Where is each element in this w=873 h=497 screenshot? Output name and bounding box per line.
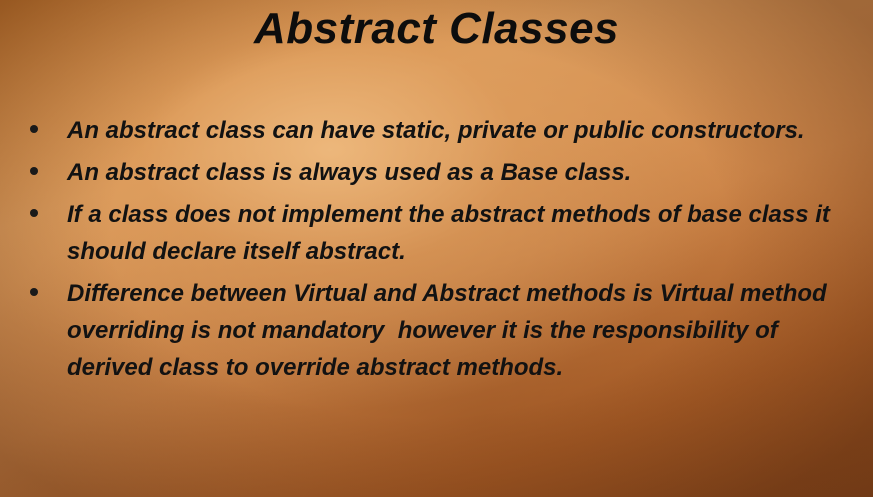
bullet-list: An abstract class can have static, priva… [30, 112, 830, 391]
bullet-text: An abstract class is always used as a Ba… [67, 159, 632, 186]
bullet-item: An abstract class is always used as a Ba… [30, 154, 830, 191]
bullet-item: If a class does not implement the abstra… [30, 196, 830, 270]
bullet-text: Difference between Virtual and Abstract … [67, 280, 834, 381]
bullet-dot-icon [30, 125, 38, 133]
bullet-dot-icon [30, 288, 38, 296]
bullet-text: An abstract class can have static, priva… [67, 117, 805, 144]
bullet-dot-icon [30, 167, 38, 175]
bullet-dot-icon [30, 209, 38, 217]
bullet-item: Difference between Virtual and Abstract … [30, 275, 830, 386]
bullet-item: An abstract class can have static, priva… [30, 112, 830, 149]
slide-title: Abstract Classes [253, 4, 620, 53]
bullet-text: If a class does not implement the abstra… [67, 201, 830, 265]
